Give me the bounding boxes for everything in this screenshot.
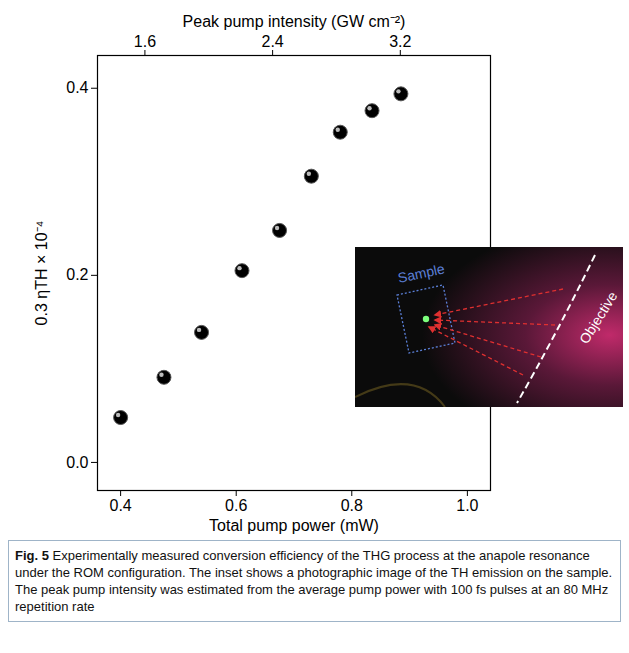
svg-text:2.4: 2.4 <box>261 33 283 50</box>
svg-text:0.6: 0.6 <box>225 497 247 514</box>
svg-text:0.0: 0.0 <box>66 454 88 471</box>
svg-text:Objective: Objective <box>576 288 621 346</box>
svg-text:1.6: 1.6 <box>134 33 156 50</box>
svg-text:0.3 ηTH × 10⁻⁴: 0.3 ηTH × 10⁻⁴ <box>33 220 50 325</box>
svg-text:Total pump power (mW): Total pump power (mW) <box>209 517 379 534</box>
svg-text:0.4: 0.4 <box>109 497 131 514</box>
svg-text:0.4: 0.4 <box>66 79 88 96</box>
svg-text:0.2: 0.2 <box>66 266 88 283</box>
svg-text:1.0: 1.0 <box>456 497 478 514</box>
html-text:Fig. 5 Experimentally measured: Fig. 5 Experimentally measured conversio… <box>15 548 613 614</box>
svg-text:Sample: Sample <box>396 260 446 286</box>
svg-text:Peak pump intensity (GW cm⁻²): Peak pump intensity (GW cm⁻²) <box>183 13 406 30</box>
svg-text:3.2: 3.2 <box>389 33 411 50</box>
svg-text:0.8: 0.8 <box>341 497 363 514</box>
